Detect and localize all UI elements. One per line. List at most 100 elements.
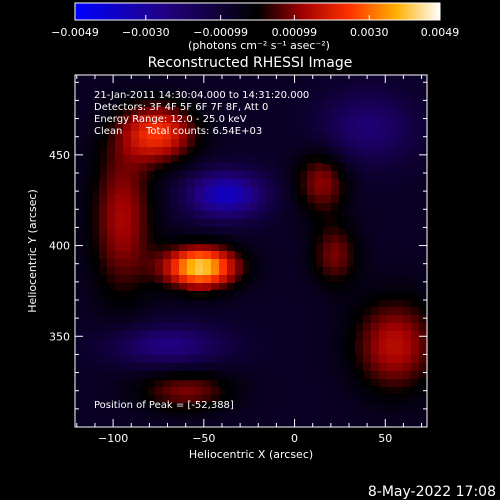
heatmap-cell — [187, 315, 196, 324]
heatmap-cell — [203, 315, 212, 324]
heatmap-cell — [83, 211, 92, 220]
heatmap-cell — [387, 307, 396, 316]
heatmap-cell — [107, 251, 116, 260]
heatmap-cell — [243, 299, 252, 308]
heatmap-cell — [195, 139, 204, 148]
heatmap-cell — [419, 115, 428, 124]
energy-range-text: Energy Range: 12.0 - 25.0 keV — [94, 114, 247, 125]
heatmap-cell — [291, 227, 300, 236]
heatmap-cell — [259, 339, 268, 348]
heatmap-cell — [235, 259, 244, 268]
heatmap-cell — [235, 339, 244, 348]
heatmap-cell — [99, 115, 108, 124]
heatmap-cell — [219, 155, 228, 164]
heatmap-cell — [315, 299, 324, 308]
heatmap-cell — [163, 227, 172, 236]
heatmap-cell — [387, 75, 396, 84]
heatmap-cell — [403, 307, 412, 316]
heatmap-cell — [323, 211, 332, 220]
heatmap-cell — [171, 371, 180, 380]
colorbar-tick-label: 0.0030 — [350, 26, 389, 39]
heatmap-cell — [155, 83, 164, 92]
heatmap-cell — [323, 411, 332, 420]
heatmap-cell — [83, 99, 92, 108]
heatmap-cell — [323, 235, 332, 244]
heatmap-cell — [75, 347, 84, 356]
heatmap-cell — [395, 243, 404, 252]
heatmap-cell — [307, 387, 316, 396]
heatmap-cell — [163, 179, 172, 188]
heatmap-cell — [115, 243, 124, 252]
heatmap-cell — [187, 99, 196, 108]
heatmap-cell — [203, 83, 212, 92]
heatmap-cell — [275, 163, 284, 172]
heatmap-cell — [147, 363, 156, 372]
heatmap-cell — [243, 83, 252, 92]
heatmap-cell — [323, 219, 332, 228]
heatmap-cell — [123, 299, 132, 308]
heatmap-cell — [163, 99, 172, 108]
heatmap-cell — [411, 179, 420, 188]
heatmap-cell — [275, 227, 284, 236]
heatmap-cell — [275, 299, 284, 308]
heatmap-cell — [307, 379, 316, 388]
heatmap-cell — [259, 179, 268, 188]
heatmap-cell — [291, 83, 300, 92]
heatmap-cell — [267, 211, 276, 220]
heatmap-cell — [291, 339, 300, 348]
heatmap-cell — [307, 363, 316, 372]
heatmap-cell — [355, 403, 364, 412]
heatmap-cell — [307, 235, 316, 244]
heatmap-cell — [403, 339, 412, 348]
heatmap-cell — [339, 291, 348, 300]
heatmap-cell — [83, 339, 92, 348]
heatmap-cell — [227, 379, 236, 388]
heatmap-cell — [251, 371, 260, 380]
heatmap-cell — [99, 219, 108, 228]
heatmap-cell — [379, 251, 388, 260]
heatmap-cell — [147, 115, 156, 124]
heatmap-cell — [307, 83, 316, 92]
heatmap-cell — [379, 379, 388, 388]
heatmap-cell — [99, 227, 108, 236]
heatmap-cell — [355, 307, 364, 316]
heatmap-cell — [211, 203, 220, 212]
heatmap-cell — [155, 283, 164, 292]
heatmap-cell — [291, 179, 300, 188]
heatmap-cell — [219, 187, 228, 196]
heatmap-cell — [171, 275, 180, 284]
heatmap-cell — [331, 227, 340, 236]
heatmap-cell — [259, 363, 268, 372]
heatmap-cell — [123, 259, 132, 268]
heatmap-cell — [171, 91, 180, 100]
heatmap-cell — [267, 411, 276, 420]
heatmap-cell — [195, 315, 204, 324]
heatmap-cell — [275, 315, 284, 324]
heatmap-cell — [315, 115, 324, 124]
heatmap-cell — [371, 419, 380, 428]
heatmap-cell — [315, 315, 324, 324]
heatmap-cell — [363, 259, 372, 268]
heatmap-cell — [155, 91, 164, 100]
heatmap-cell — [243, 403, 252, 412]
heatmap-cell — [331, 291, 340, 300]
heatmap-cell — [131, 123, 140, 132]
heatmap-cell — [195, 243, 204, 252]
heatmap-cell — [307, 315, 316, 324]
heatmap-cell — [107, 235, 116, 244]
heatmap-cell — [283, 179, 292, 188]
peak-position-text: Position of Peak = [-52,388] — [94, 400, 234, 411]
heatmap-cell — [355, 267, 364, 276]
heatmap-cell — [91, 267, 100, 276]
heatmap-cell — [283, 211, 292, 220]
heatmap-cell — [403, 75, 412, 84]
heatmap-cell — [267, 75, 276, 84]
heatmap-cell — [211, 299, 220, 308]
heatmap-cell — [227, 339, 236, 348]
heatmap-cell — [291, 355, 300, 364]
heatmap-cell — [331, 363, 340, 372]
colorbar-units-label: (photons cm⁻² s⁻¹ asec⁻²) — [188, 39, 330, 52]
heatmap-cell — [251, 99, 260, 108]
heatmap-cell — [243, 275, 252, 284]
heatmap-cell — [379, 243, 388, 252]
